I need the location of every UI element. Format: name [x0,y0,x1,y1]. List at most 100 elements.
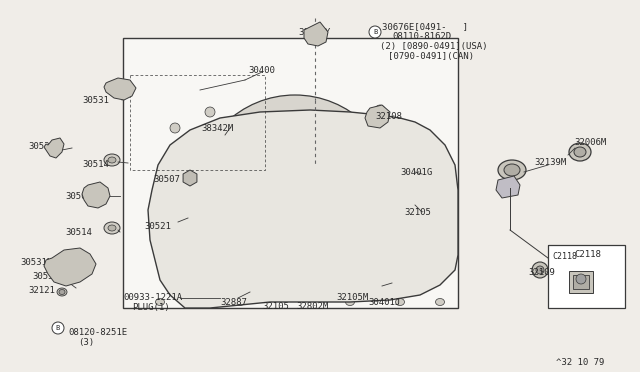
Circle shape [114,85,122,93]
Circle shape [279,179,311,211]
Text: 38342M: 38342M [201,124,233,133]
Ellipse shape [59,289,65,295]
Polygon shape [44,248,96,286]
Ellipse shape [205,120,235,150]
Polygon shape [44,138,64,158]
Text: 32139M: 32139M [534,158,566,167]
Text: 30400: 30400 [248,66,275,75]
Text: B: B [373,29,377,35]
Circle shape [382,274,398,290]
Text: 32108: 32108 [375,112,402,121]
Text: B: B [56,325,60,331]
Ellipse shape [184,205,192,211]
Circle shape [62,260,78,276]
Text: PLUG(1): PLUG(1) [132,303,170,312]
Text: 30676Y: 30676Y [298,28,330,37]
Circle shape [425,143,435,153]
Ellipse shape [396,298,404,305]
Text: [0790-0491](CAN): [0790-0491](CAN) [388,52,474,61]
Polygon shape [365,105,390,128]
Text: 30531: 30531 [82,96,109,105]
Circle shape [67,265,73,271]
Polygon shape [304,22,328,46]
Text: 30514: 30514 [82,160,109,169]
Text: 30521: 30521 [144,222,171,231]
Text: 32887: 32887 [220,298,247,307]
Polygon shape [148,110,458,308]
Polygon shape [104,78,136,100]
Bar [184,208,192,222]
Text: 32105: 32105 [404,208,431,217]
Text: 00933-1221A: 00933-1221A [123,293,182,302]
Ellipse shape [211,126,229,144]
Ellipse shape [504,164,520,176]
Ellipse shape [156,298,164,305]
Circle shape [186,174,194,182]
Circle shape [260,160,330,230]
Ellipse shape [435,298,445,305]
Circle shape [532,262,548,278]
Text: 30532: 30532 [32,272,59,281]
Circle shape [233,133,357,257]
Bar [569,271,593,293]
Text: 32121: 32121 [28,286,55,295]
Polygon shape [496,176,520,198]
Text: (2) [0890-0491](USA): (2) [0890-0491](USA) [380,42,488,51]
Polygon shape [183,170,197,186]
Text: 30514: 30514 [65,228,92,237]
Text: 30401G: 30401G [400,168,432,177]
Circle shape [375,105,385,115]
Text: 32105: 32105 [262,302,289,311]
Bar [573,275,589,289]
Text: ^32 10 79: ^32 10 79 [556,358,604,367]
Polygon shape [82,182,110,208]
Text: 32105M: 32105M [336,293,368,302]
Text: 30531N: 30531N [20,258,52,267]
Ellipse shape [236,298,244,305]
Text: C2118: C2118 [574,250,601,259]
Circle shape [415,280,425,290]
Ellipse shape [269,263,321,293]
Ellipse shape [104,154,120,166]
Bar [548,245,625,308]
Circle shape [369,26,381,38]
Circle shape [415,167,425,177]
Ellipse shape [108,157,116,163]
Text: 30676E[0491-   ]: 30676E[0491- ] [382,22,468,31]
Ellipse shape [163,175,193,205]
Text: (3): (3) [78,338,94,347]
Ellipse shape [195,298,205,305]
Circle shape [435,247,445,257]
Ellipse shape [169,181,187,199]
Text: 32109: 32109 [528,268,555,277]
Text: 08120-8251E: 08120-8251E [68,328,127,337]
Bar [123,38,458,308]
Ellipse shape [104,222,120,234]
Ellipse shape [574,147,586,157]
Circle shape [576,274,586,284]
Ellipse shape [346,298,355,305]
Text: 30507: 30507 [153,175,180,184]
Circle shape [536,266,544,274]
Circle shape [52,322,64,334]
Ellipse shape [286,273,304,283]
Text: C2118: C2118 [552,252,577,261]
Circle shape [195,95,395,295]
Ellipse shape [498,160,526,180]
Text: 32006M: 32006M [574,138,606,147]
Ellipse shape [278,268,312,288]
Circle shape [288,188,302,202]
Circle shape [205,285,215,295]
Ellipse shape [57,288,67,296]
Circle shape [170,123,180,133]
Text: 32802M: 32802M [296,302,328,311]
Circle shape [90,190,102,202]
Text: 08110-8162D: 08110-8162D [392,32,451,41]
Text: 30502: 30502 [65,192,92,201]
Circle shape [410,162,430,182]
Ellipse shape [569,143,591,161]
Circle shape [170,253,180,263]
Text: 30533: 30533 [28,142,55,151]
Ellipse shape [108,225,116,231]
Circle shape [205,107,215,117]
